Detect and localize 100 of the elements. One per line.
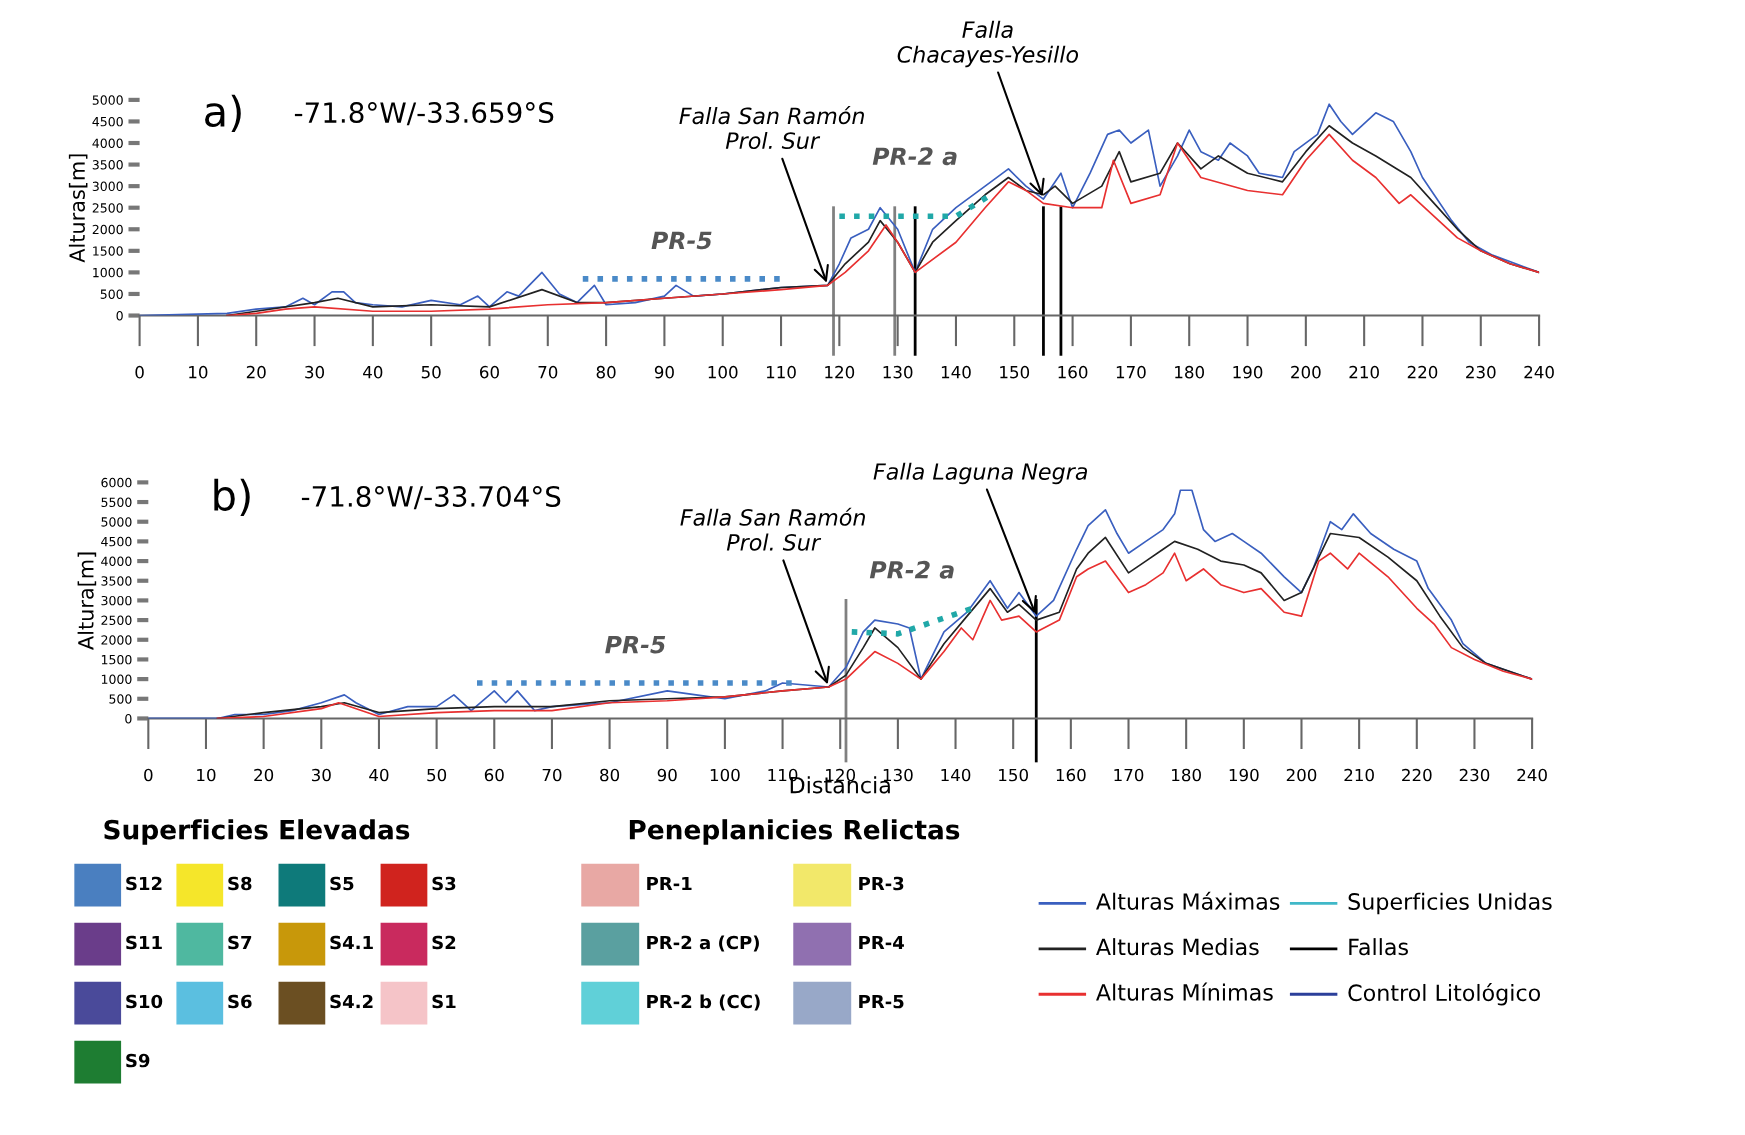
- y-tick-label: 2000: [92, 224, 123, 235]
- annotation: Falla Laguna Negra: [873, 462, 1087, 485]
- x-tick-label: 110: [766, 365, 796, 379]
- category-label: S11: [126, 935, 162, 950]
- y-tick-label: 3500: [92, 160, 123, 170]
- x-tick-label: 180: [1172, 768, 1201, 782]
- category-label: S4.1: [330, 935, 373, 950]
- x-tick-label: 170: [1114, 768, 1144, 782]
- category-label: S5: [330, 876, 354, 891]
- category-label: Fallas: [1349, 938, 1408, 956]
- category-label: PR-2 b (CC): [647, 994, 760, 1011]
- annotation: Falla San Ramón Prol. Sur: [680, 507, 865, 551]
- x-tick-label: 140: [941, 768, 971, 782]
- y-tick-label: 1500: [101, 654, 132, 665]
- x-tick-label: 60: [480, 365, 499, 379]
- x-tick-label: 140: [941, 365, 971, 379]
- y-tick-label: 3500: [101, 576, 132, 586]
- x-tick-label: 210: [1344, 768, 1374, 782]
- chart-subtitle: -71.8°W/-33.659°S: [294, 102, 554, 126]
- x-tick-label: 130: [883, 365, 913, 379]
- x-tick-label: 160: [1056, 768, 1086, 782]
- y-tick-label: 6000: [101, 477, 132, 488]
- category-label: Control Litológico: [1348, 983, 1541, 1006]
- x-tick-label: 240: [1517, 768, 1547, 782]
- x-tick-label: 240: [1524, 365, 1554, 379]
- x-tick-label: 90: [654, 365, 674, 379]
- category-label: Alturas Máximas: [1096, 891, 1280, 910]
- annotation: Falla Chacayes-Yesillo: [897, 20, 1079, 68]
- x-tick-label: 70: [542, 768, 562, 782]
- category-label: Alturas Medias: [1096, 938, 1259, 956]
- chart-subtitle: -71.8°W/-33.704°S: [301, 485, 561, 510]
- series-label: PR-5: [651, 231, 712, 250]
- x-tick-label: 100: [708, 365, 738, 379]
- x-tick-label: 150: [999, 768, 1028, 782]
- category-label: S2: [432, 935, 456, 950]
- category-label: Alturas Mínimas: [1096, 982, 1273, 1001]
- category-label: PR-3: [859, 876, 904, 891]
- y-tick-label: 1000: [93, 267, 123, 278]
- chart-title: a): [205, 94, 241, 132]
- y-tick-label: 2000: [101, 635, 132, 645]
- x-tick-label: 30: [311, 768, 331, 782]
- series-label: PR-5: [605, 635, 666, 654]
- y-tick-label: 5000: [101, 517, 132, 527]
- series-label: PR-2 a: [869, 560, 954, 579]
- x-tick-label: 100: [710, 768, 740, 782]
- x-tick-label: 120: [825, 365, 855, 379]
- x-tick-label: 60: [484, 768, 504, 782]
- x-tick-label: 190: [1229, 768, 1259, 782]
- x-tick-label: 0: [144, 768, 153, 782]
- category-label: Superficies Unidas: [1348, 892, 1552, 915]
- y-tick-label: 1500: [93, 246, 123, 256]
- y-tick-label: 4500: [92, 116, 123, 127]
- y-tick-label: 0: [116, 311, 123, 321]
- x-tick-label: 220: [1407, 365, 1438, 379]
- series-label: PR-2 a: [872, 147, 957, 166]
- x-tick-label: 150: [1000, 365, 1030, 379]
- x-tick-label: 40: [369, 768, 389, 782]
- text: Superficies Elevadas: [104, 819, 410, 845]
- x-tick-label: 80: [596, 365, 616, 379]
- x-tick-label: 0: [135, 365, 144, 379]
- x-tick-label: 200: [1286, 768, 1317, 782]
- y-tick-label: 2500: [92, 203, 123, 213]
- y-tick-label: 5500: [101, 497, 132, 507]
- chart-title: b): [214, 478, 250, 516]
- y-tick-label: 1000: [101, 674, 132, 685]
- y-axis-title: Altura[m]: [77, 552, 97, 650]
- x-tick-label: 70: [538, 365, 558, 379]
- category-label: S4.2: [330, 994, 373, 1009]
- x-tick-label: 200: [1291, 365, 1321, 379]
- y-tick-label: 3000: [101, 595, 132, 606]
- y-tick-label: 4000: [101, 556, 132, 566]
- category-label: S12: [126, 876, 162, 891]
- x-tick-label: 90: [657, 768, 677, 782]
- y-tick-label: 2500: [101, 615, 132, 626]
- category-label: PR-5: [859, 994, 904, 1009]
- x-tick-label: 180: [1175, 365, 1205, 379]
- y-tick-label: 3000: [92, 181, 123, 192]
- y-tick-label: 4000: [92, 138, 123, 148]
- x-tick-label: 30: [305, 365, 325, 379]
- category-label: S9: [126, 1053, 150, 1068]
- x-tick-label: 190: [1233, 365, 1263, 379]
- category-label: PR-1: [647, 876, 692, 891]
- x-tick-label: 10: [197, 768, 216, 782]
- x-tick-label: 220: [1402, 768, 1432, 782]
- text: Peneplanicies Relictas: [629, 819, 960, 845]
- category-label: PR-2 a (CP): [647, 935, 759, 952]
- x-tick-label: 230: [1459, 768, 1490, 782]
- x-tick-label: 50: [421, 365, 441, 379]
- category-label: S1: [432, 994, 456, 1009]
- y-tick-label: 0: [125, 713, 132, 724]
- category-label: S10: [126, 994, 163, 1009]
- category-label: S7: [228, 935, 252, 950]
- y-tick-label: 5000: [92, 95, 123, 105]
- category-label: S3: [432, 876, 456, 891]
- x-tick-label: 10: [189, 365, 208, 379]
- category-label: PR-4: [859, 935, 904, 950]
- x-tick-label: 230: [1466, 365, 1496, 379]
- y-axis-title: Alturas[m]: [68, 154, 88, 263]
- category-label: S6: [228, 994, 252, 1009]
- x-tick-label: 80: [600, 768, 620, 782]
